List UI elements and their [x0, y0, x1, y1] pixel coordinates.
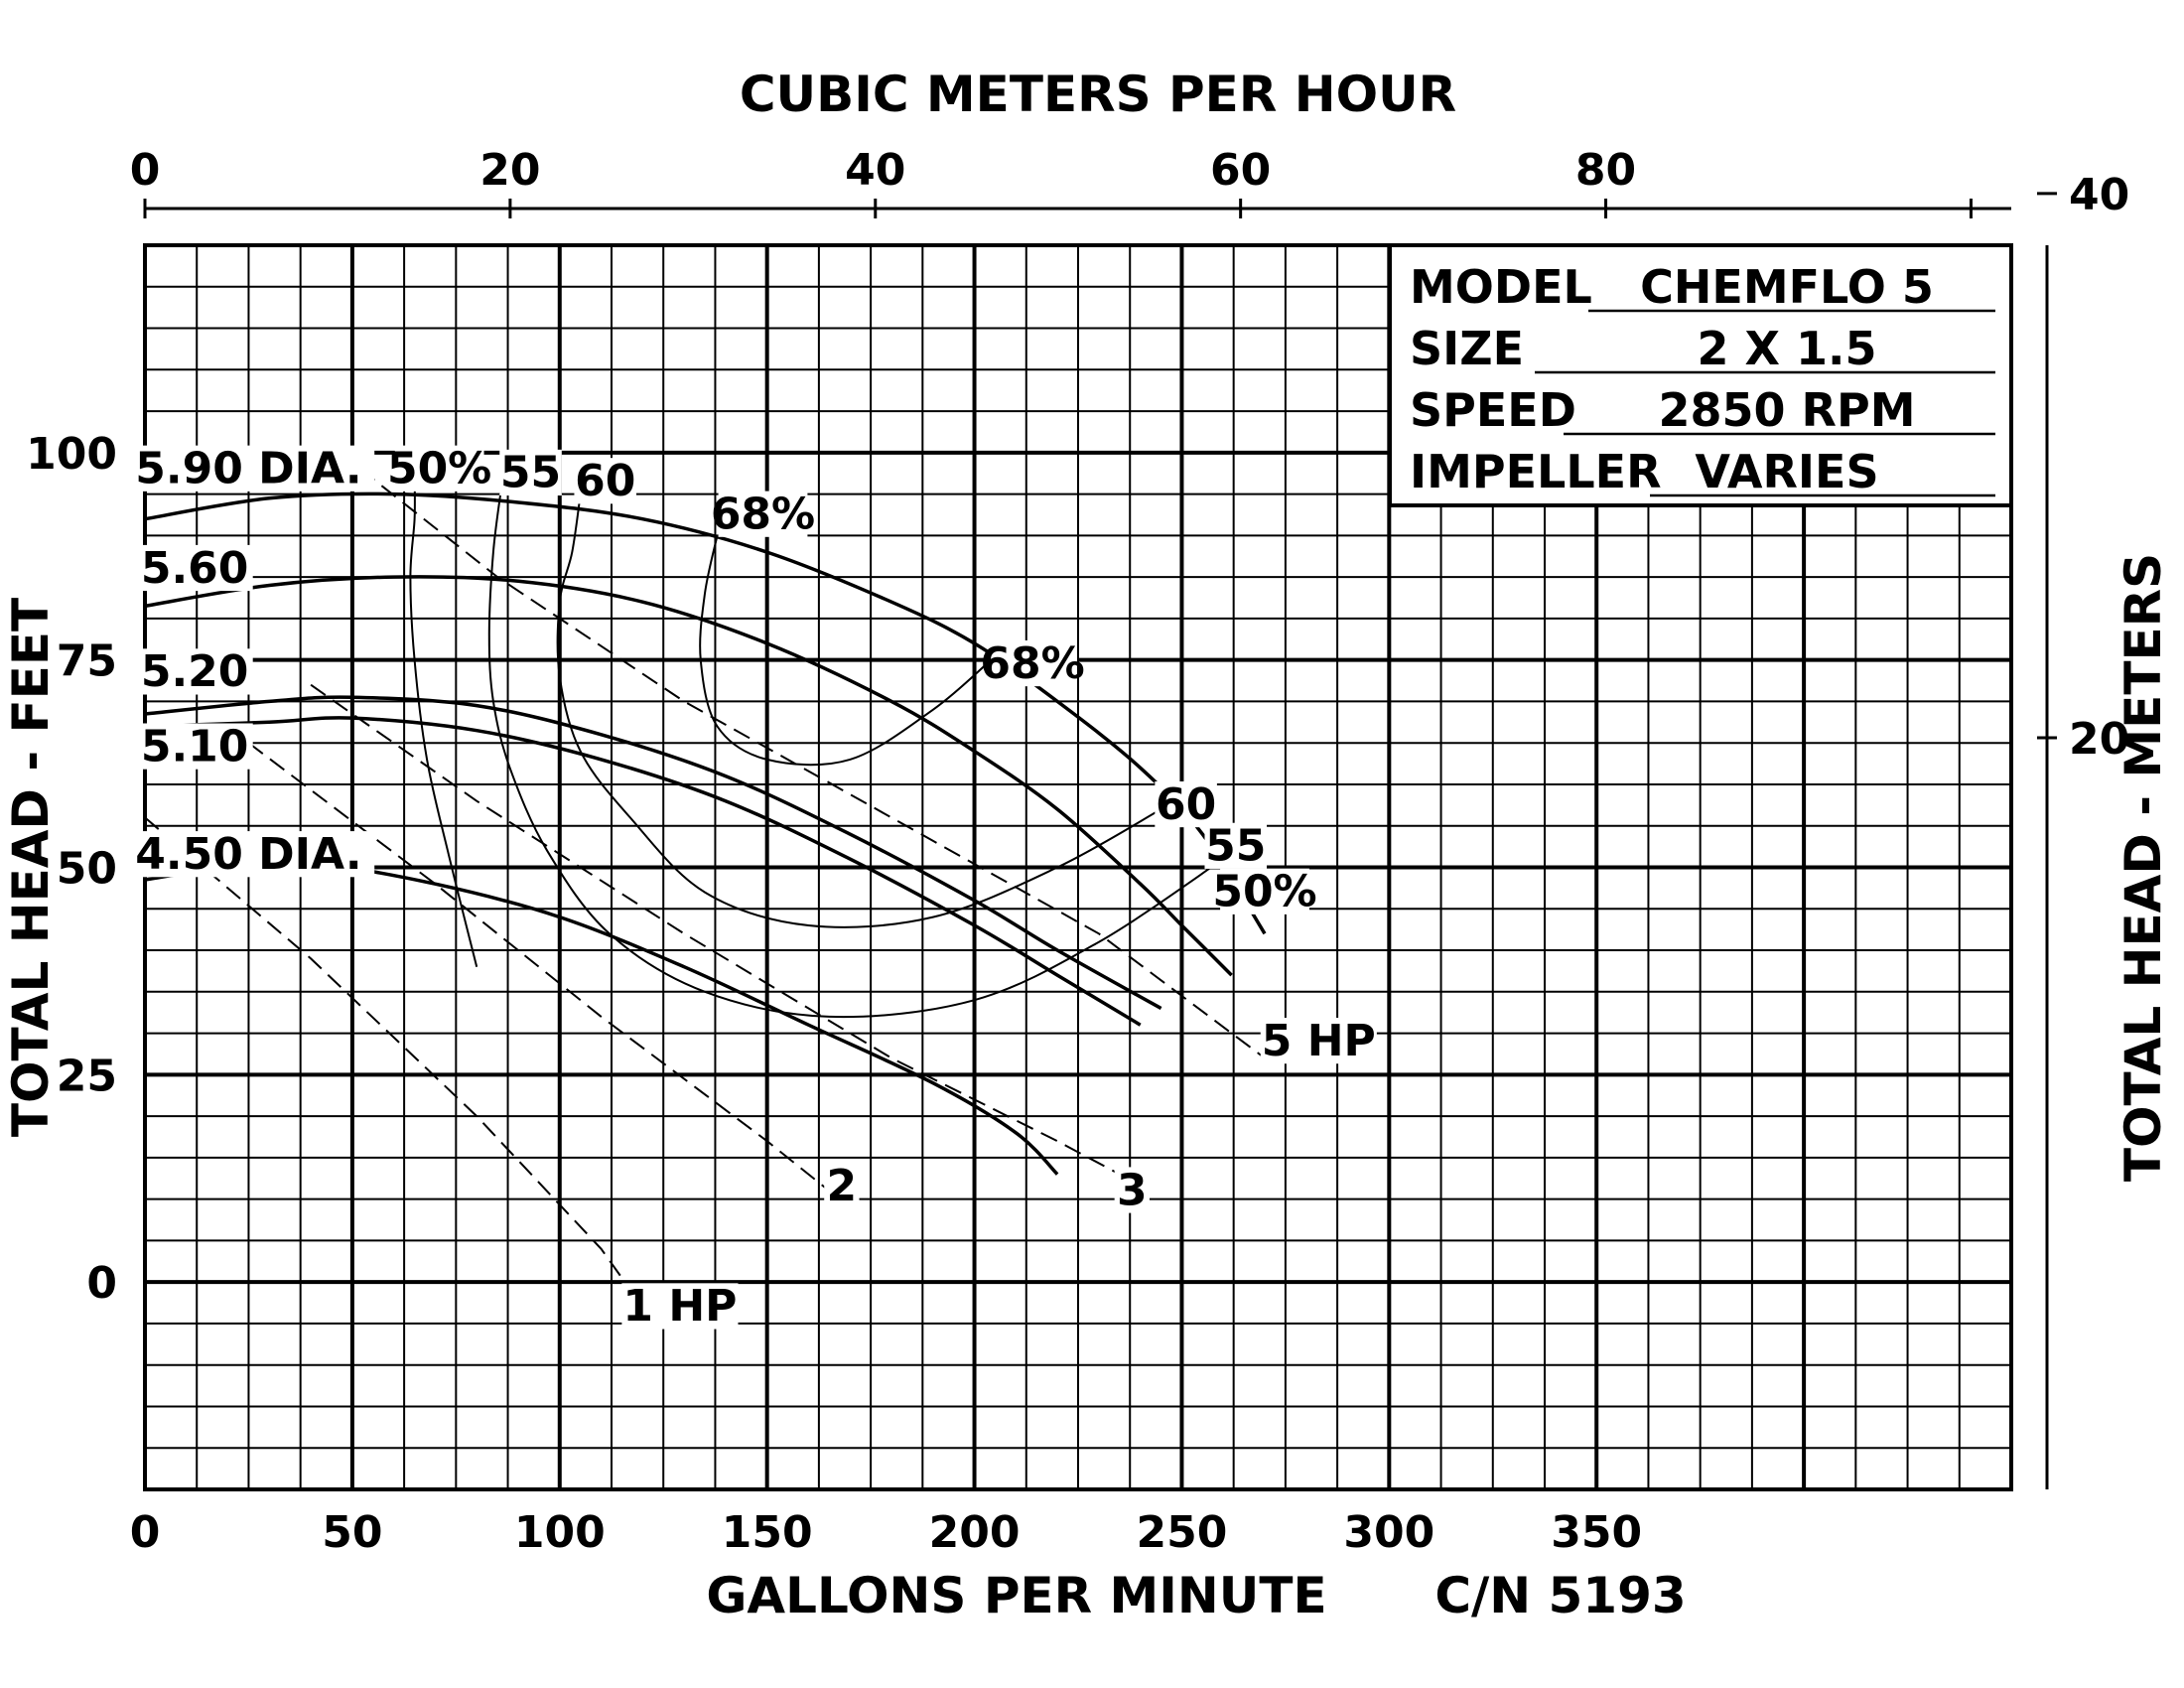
x-tick-label: 250	[1137, 1507, 1228, 1558]
top-tick-label: 40	[845, 145, 905, 196]
x-tick-label: 200	[929, 1507, 1021, 1558]
curve-label: 68%	[711, 489, 815, 539]
impeller-curve	[144, 575, 1233, 977]
top-axis-label: CUBIC METERS PER HOUR	[740, 66, 1456, 123]
curve-label: 50%	[1212, 867, 1316, 917]
y-tick-label: 25	[57, 1051, 117, 1101]
curve-label-bg	[1204, 822, 1268, 869]
curve-label: 68%	[980, 638, 1084, 689]
curve-label-bg	[122, 445, 375, 492]
top-tick-label: 20	[479, 145, 540, 196]
power-line	[310, 683, 1121, 1176]
curve-label-bg	[136, 723, 253, 770]
curve-label-bg	[621, 1283, 739, 1330]
right-tick-label: 40	[2069, 170, 2129, 220]
info-label: SPEED	[1410, 383, 1576, 437]
info-value: CHEMFLO 5	[1640, 260, 1934, 314]
curve-label: 50%	[387, 444, 491, 494]
power-line	[359, 468, 1266, 1059]
top-tick-label: 0	[130, 145, 161, 196]
y-tick-label: 0	[86, 1258, 117, 1309]
efficiency-curve	[699, 535, 992, 767]
curve-label-bg	[1220, 868, 1309, 914]
info-value: VARIES	[1695, 445, 1878, 498]
curve-label: 55	[1205, 821, 1266, 872]
info-value: 2 X 1.5	[1698, 322, 1877, 375]
curve-label-bg	[1114, 1167, 1150, 1213]
curve-label: 5.60	[141, 543, 249, 594]
x-tick-label: 150	[722, 1507, 813, 1558]
impeller-curve	[144, 492, 1267, 935]
x-tick-label: 100	[514, 1507, 606, 1558]
x-tick-label: 50	[322, 1507, 382, 1558]
x-tick-label: 350	[1551, 1507, 1642, 1558]
curve-label-bg	[574, 458, 637, 504]
power-line	[247, 742, 830, 1193]
curve-label: 5 HP	[1262, 1016, 1376, 1066]
catalog-number: C/N 5193	[1434, 1567, 1686, 1624]
x-tick-label: 300	[1343, 1507, 1434, 1558]
info-box-frame	[1388, 243, 2013, 507]
curve-label-bg	[824, 1163, 860, 1209]
curve-label-bg	[499, 449, 562, 496]
info-value: 2850 RPM	[1659, 383, 1916, 437]
curve-label: 2	[827, 1161, 858, 1211]
y-axis-label: TOTAL HEAD - FEET	[2, 598, 60, 1137]
curves	[144, 468, 1267, 1308]
impeller-curve	[144, 716, 1142, 1027]
x-axis-label: GALLONS PER MINUTE	[706, 1567, 1326, 1624]
top-tick-label: 60	[1210, 145, 1271, 196]
curve-label: 5.90 DIA.	[135, 444, 361, 494]
curve-label-bg	[988, 639, 1077, 687]
power-line	[144, 816, 644, 1308]
curve-label: 3	[1117, 1165, 1148, 1215]
curve-label-bg	[136, 648, 253, 695]
curve-label-bg	[1155, 780, 1217, 828]
right-axis-label: TOTAL HEAD - METERS	[2115, 553, 2172, 1182]
y-tick-label: 100	[26, 429, 117, 480]
x-tick-label: 0	[130, 1507, 161, 1558]
y-tick-label: 75	[57, 636, 117, 687]
info-label: MODEL	[1410, 260, 1592, 314]
curve-labels: 5.90 DIA.5.605.205.104.50 DIA.50% 55 6068%…	[122, 444, 1377, 1332]
efficiency-curve	[556, 493, 1162, 928]
curve-label: 4.50 DIA.	[135, 829, 361, 880]
curve-label: 5.20	[141, 646, 249, 697]
curve-label: 1 HP	[622, 1281, 737, 1332]
right-tick-label: 20	[2069, 714, 2129, 765]
efficiency-curve	[409, 477, 478, 967]
curve-label-bg	[122, 831, 375, 878]
curve-label: 60	[575, 456, 635, 506]
curve-label: 5.10	[141, 721, 249, 772]
top-tick-label: 80	[1575, 145, 1636, 196]
curve-label-bg	[718, 491, 808, 537]
curve-label: 60	[1156, 779, 1216, 830]
curve-label: 55	[500, 448, 561, 498]
info-label: IMPELLER	[1410, 445, 1662, 498]
impeller-curve	[144, 695, 1162, 1011]
info-box: MODEL CHEMFLO 5 SIZE 2 X 1.5 SPEED 2850 RPM IM…	[1388, 243, 2013, 507]
y-tick-label: 50	[57, 844, 117, 895]
curve-label-bg	[394, 445, 484, 492]
info-label: SIZE	[1410, 322, 1524, 375]
curve-label-bg	[1260, 1018, 1377, 1064]
efficiency-curve	[487, 486, 1224, 1019]
curve-label-bg	[136, 544, 253, 592]
